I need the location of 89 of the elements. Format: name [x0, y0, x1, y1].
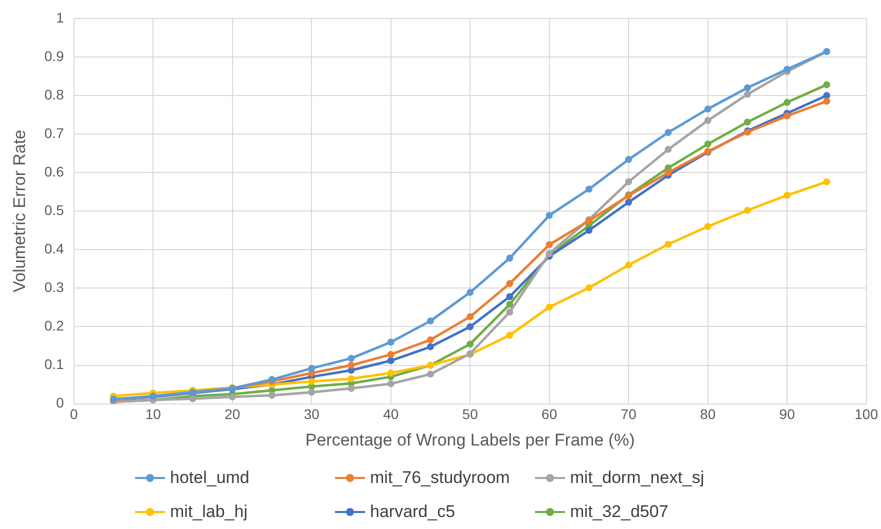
point [823, 178, 830, 186]
point [348, 354, 355, 362]
point [466, 323, 474, 330]
point [506, 254, 514, 262]
y-tick-label: 0.4 [44, 240, 64, 256]
point [506, 280, 514, 288]
point [387, 357, 394, 364]
x-tick-label: 100 [854, 406, 878, 422]
point [189, 395, 196, 402]
point [387, 350, 394, 358]
point [426, 370, 434, 378]
x-axis-title: Percentage of Wrong Labels per Frame (%) [305, 430, 635, 450]
point [784, 66, 791, 73]
point [823, 92, 830, 99]
point [466, 288, 474, 296]
point [784, 98, 791, 106]
y-tick-label: 0.9 [44, 48, 64, 64]
point [823, 98, 830, 105]
point [704, 105, 712, 112]
legend-label: mit_76_studyroom [370, 468, 510, 488]
y-tick-label: 0.2 [44, 318, 64, 334]
y-tick-label: 0.1 [44, 356, 64, 372]
y-tick-label: 0.6 [44, 163, 64, 180]
point [585, 226, 592, 234]
point [704, 117, 712, 124]
x-tick-label: 0 [70, 406, 78, 422]
point [664, 146, 672, 153]
point [664, 169, 672, 176]
point [664, 128, 672, 136]
x-tick-label: 60 [542, 406, 558, 422]
point [228, 393, 236, 400]
point [744, 118, 751, 126]
point [744, 90, 751, 98]
point [784, 192, 791, 199]
x-tick-label: 80 [700, 406, 716, 422]
legend-label: mit_32_d507 [570, 502, 668, 522]
point [308, 388, 316, 396]
y-tick-label: 1 [56, 9, 64, 26]
legend-label: mit_dorm_next_sj [570, 468, 704, 488]
x-tick-label: 50 [462, 406, 478, 422]
point [546, 241, 553, 248]
y-tick-label: 0.3 [44, 279, 64, 296]
point [625, 198, 632, 206]
point [506, 332, 514, 339]
point [466, 313, 474, 320]
point [625, 156, 632, 163]
point [546, 212, 553, 219]
point [585, 186, 592, 193]
point [704, 140, 712, 148]
point [506, 293, 514, 300]
y-tick-label: 0 [56, 394, 64, 411]
point [348, 375, 355, 382]
point [823, 81, 830, 88]
x-tick-label: 70 [620, 406, 637, 422]
legend-label: harvard_c5 [370, 502, 456, 522]
point [466, 340, 474, 348]
point [268, 392, 276, 399]
y-tick-label: 0.8 [44, 86, 64, 102]
point [348, 384, 355, 392]
point [308, 378, 316, 385]
x-tick-label: 10 [145, 406, 162, 422]
point [506, 300, 514, 308]
y-tick-label: 0.7 [44, 124, 64, 141]
point [744, 206, 751, 214]
point [308, 364, 316, 372]
legend-label: mit_lab_hj [170, 502, 248, 522]
point [506, 308, 514, 316]
point [546, 304, 553, 311]
point [387, 380, 394, 388]
x-tick-label: 20 [224, 406, 240, 422]
point [348, 362, 355, 369]
point [387, 338, 394, 346]
point [784, 112, 791, 120]
x-tick-label: 40 [383, 406, 399, 422]
point [744, 84, 751, 92]
y-tick-label: 0.5 [44, 202, 64, 218]
point [664, 240, 672, 248]
legend-label: hotel_umd [170, 468, 250, 488]
x-tick-label: 30 [304, 406, 320, 422]
x-tick-label: 90 [779, 406, 796, 422]
point [585, 284, 592, 292]
point [426, 343, 434, 350]
point [704, 223, 712, 230]
point [426, 317, 434, 324]
point [387, 369, 394, 376]
point [426, 336, 434, 344]
y-axis-title: Volumetric Error Rate [10, 130, 29, 292]
point [625, 262, 632, 269]
point [625, 178, 632, 186]
